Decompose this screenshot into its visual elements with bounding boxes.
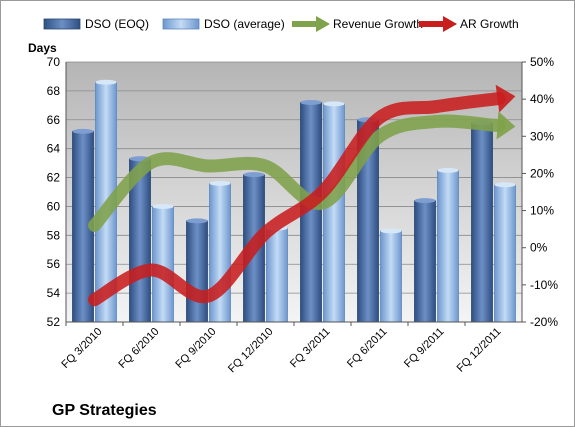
bar-dso-average xyxy=(266,227,288,323)
y2-tick-label: 20% xyxy=(530,166,554,180)
growth-lines xyxy=(88,84,516,307)
y-tick-label: 62 xyxy=(47,171,61,185)
bar-dso-average xyxy=(437,169,459,323)
arrowhead-revenue-growth xyxy=(496,111,516,140)
legend-swatch xyxy=(43,18,81,30)
y2-tick-label: 10% xyxy=(530,204,554,218)
y-tick-label: 68 xyxy=(47,84,61,98)
y2-tick-label: 40% xyxy=(530,92,554,106)
y-axis-title: Days xyxy=(28,41,57,55)
y2-tick-label: 50% xyxy=(530,55,554,69)
line-revenue-growth xyxy=(88,114,506,232)
y-tick-label: 56 xyxy=(47,257,61,271)
legend-label: Revenue Growth xyxy=(333,17,423,31)
legend-label: DSO (average) xyxy=(204,17,285,31)
y2-tick-label: 0% xyxy=(530,241,548,255)
legend-item-dso-average: DSO (average) xyxy=(162,17,285,31)
bar-top-dso-average xyxy=(437,167,459,173)
y2-tick-label: -20% xyxy=(530,315,558,329)
line-ar-growth xyxy=(88,91,506,307)
legend-arrow xyxy=(443,16,457,32)
legend-label: DSO (EOQ) xyxy=(85,17,149,31)
y-tick-label: 60 xyxy=(47,199,61,213)
y-tick-label: 64 xyxy=(47,142,61,156)
bar-top-dso-eoq xyxy=(300,99,322,105)
y2-tick-label: -10% xyxy=(530,278,558,292)
bar-dso-eoq xyxy=(414,200,436,323)
bar-top-dso-average xyxy=(209,180,231,186)
legend-label: AR Growth xyxy=(460,17,519,31)
y-tick-label: 66 xyxy=(47,113,61,127)
y-tick-label: 54 xyxy=(47,286,61,300)
legend-item-ar-growth: AR Growth xyxy=(419,16,519,32)
bar-top-dso-eoq xyxy=(414,198,436,204)
bars xyxy=(72,79,516,323)
legend-swatch xyxy=(162,18,200,30)
legend-arrow xyxy=(316,16,330,32)
legend-item-dso-eoq: DSO (EOQ) xyxy=(43,17,149,31)
y2-tick-label: 30% xyxy=(530,129,554,143)
bar-top-dso-average xyxy=(95,79,117,85)
y-tick-label: 70 xyxy=(47,55,61,69)
bar-dso-eoq xyxy=(186,220,208,323)
bar-top-dso-eoq xyxy=(243,172,265,178)
bar-top-dso-average xyxy=(494,182,516,188)
bar-dso-eoq xyxy=(471,122,493,323)
legend-item-revenue-growth: Revenue Growth xyxy=(292,16,423,32)
bar-dso-average xyxy=(323,103,345,323)
y-tick-label: 58 xyxy=(47,228,61,242)
arrowhead-ar-growth xyxy=(495,84,516,113)
bar-top-dso-eoq xyxy=(72,128,94,134)
bar-top-dso-average xyxy=(380,228,402,234)
bar-top-dso-eoq xyxy=(186,218,208,224)
bar-dso-average xyxy=(380,230,402,323)
bar-top-dso-average xyxy=(152,203,174,209)
legend: DSO (EOQ) DSO (average) Revenue Growth AR G… xyxy=(43,16,519,32)
chart-title: GP Strategies xyxy=(52,402,157,419)
y-tick-label: 52 xyxy=(47,315,61,329)
bar-top-dso-average xyxy=(323,101,345,107)
bar-dso-average xyxy=(494,184,516,323)
